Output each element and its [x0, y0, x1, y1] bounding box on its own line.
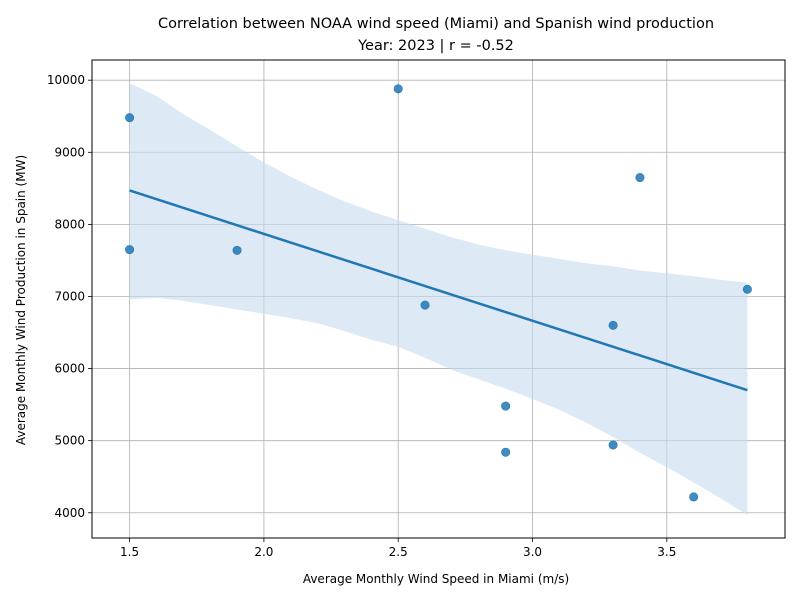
- data-point: [393, 84, 403, 94]
- x-tick-label: 1.5: [120, 545, 139, 559]
- x-tick-label: 2.0: [254, 545, 273, 559]
- data-point: [501, 401, 511, 411]
- data-point: [608, 440, 618, 450]
- plot-area: [91, 59, 786, 539]
- y-tick-label: 9000: [54, 145, 85, 159]
- x-tick-label: 2.5: [389, 545, 408, 559]
- data-point: [420, 300, 430, 310]
- y-tick-label: 7000: [54, 289, 85, 303]
- x-axis-ticks: 1.5 2.0 2.5 3.0 3.5: [120, 538, 676, 559]
- data-point: [232, 245, 242, 255]
- data-point: [635, 173, 645, 183]
- data-point: [742, 284, 752, 294]
- x-tick-label: 3.5: [657, 545, 676, 559]
- y-tick-label: 6000: [54, 362, 85, 376]
- data-points: [125, 84, 752, 502]
- confidence-band-layer: [129, 83, 748, 515]
- y-tick-label: 5000: [54, 434, 85, 448]
- regression-line: [129, 189, 748, 392]
- chart-title: Correlation between NOAA wind speed (Mia…: [158, 16, 714, 32]
- confidence-band: [129, 83, 748, 515]
- data-point: [125, 245, 135, 255]
- x-axis-label: Average Monthly Wind Speed in Miami (m/s…: [303, 572, 569, 586]
- x-tick-label: 3.0: [523, 545, 542, 559]
- y-axis-label: Average Monthly Wind Production in Spain…: [14, 155, 28, 445]
- data-point: [608, 320, 618, 330]
- y-tick-label: 10000: [47, 73, 85, 87]
- chart-subtitle: Year: 2023 | r = -0.52: [357, 38, 514, 54]
- data-point: [501, 447, 511, 457]
- regression-line-layer: [129, 189, 748, 392]
- y-axis-ticks: 4000 5000 6000 7000 8000 9000 10000: [47, 73, 92, 520]
- data-point: [125, 113, 135, 123]
- y-tick-label: 8000: [54, 217, 85, 231]
- y-tick-label: 4000: [54, 506, 85, 520]
- plot-frame: [91, 59, 786, 539]
- data-point: [689, 492, 699, 502]
